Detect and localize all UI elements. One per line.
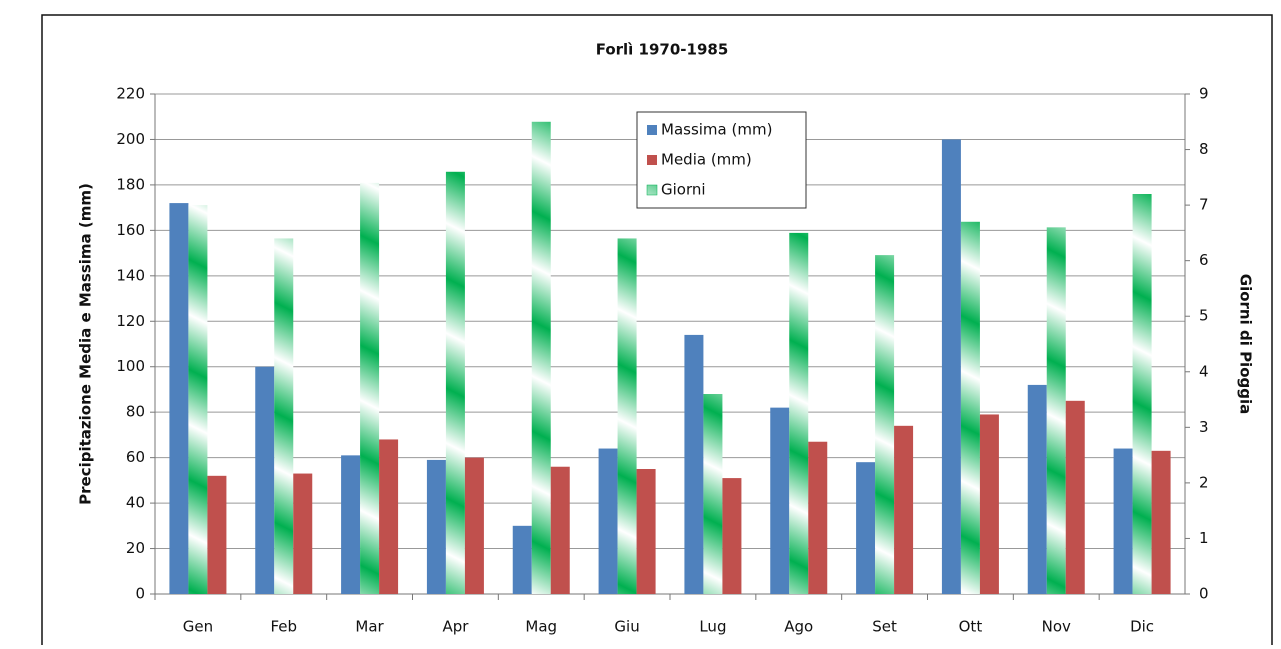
y2-tick-label: 2: [1199, 473, 1209, 491]
bar: [875, 255, 895, 594]
bar: [789, 232, 809, 594]
legend-box: [636, 111, 807, 209]
bar: [1046, 227, 1066, 595]
y2-tick-label: 7: [1199, 196, 1209, 214]
bar: [293, 473, 313, 594]
bar: [512, 525, 532, 594]
bar: [379, 439, 399, 594]
chart-title: Forlì 1970-1985: [596, 41, 729, 59]
bar: [255, 366, 275, 594]
y-tick-label: 220: [116, 85, 145, 103]
y-axis-label: Precipitazione Media e Massima (mm): [77, 183, 95, 505]
bar: [464, 457, 484, 594]
bar: [1132, 194, 1152, 594]
bar: [703, 394, 723, 594]
bar: [598, 448, 618, 594]
y2-axis-label: Giorni di Pioggia: [1237, 274, 1255, 414]
y2-tick-label: 4: [1199, 362, 1209, 380]
x-tick-label: Gen: [183, 618, 213, 636]
bar: [617, 238, 637, 594]
y-tick-label: 200: [116, 130, 145, 148]
y2-tick-label: 6: [1199, 251, 1209, 269]
bar: [856, 462, 876, 594]
bar: [1151, 450, 1171, 594]
y-tick-label: 20: [126, 539, 145, 557]
y-tick-label: 0: [135, 585, 145, 603]
x-tick-label: Set: [872, 618, 897, 636]
x-tick-label: Nov: [1042, 618, 1071, 636]
chart-frame: [41, 14, 1273, 649]
y-tick-label: 80: [126, 403, 145, 421]
y-tick-label: 140: [116, 266, 145, 284]
bar: [1113, 448, 1133, 594]
y-tick-label: 60: [126, 448, 145, 466]
x-tick-label: Lug: [699, 618, 726, 636]
bar: [722, 478, 742, 594]
bar: [188, 205, 208, 594]
legend-swatch: [647, 125, 657, 135]
bar: [770, 407, 790, 594]
bar: [979, 414, 999, 594]
bar: [1065, 400, 1085, 594]
bar: [894, 425, 914, 594]
bar: [426, 459, 446, 594]
x-tick-label: Mag: [525, 618, 557, 636]
x-tick-label: Ago: [784, 618, 813, 636]
bar: [941, 139, 961, 595]
bar: [341, 455, 361, 594]
y-tick-label: 40: [126, 494, 145, 512]
bar: [207, 475, 227, 594]
bar: [1027, 384, 1047, 594]
x-tick-label: Apr: [442, 618, 469, 636]
x-tick-label: Dic: [1130, 618, 1154, 636]
bar: [808, 441, 828, 594]
y2-tick-label: 0: [1199, 585, 1209, 603]
y2-tick-label: 3: [1199, 418, 1209, 436]
y2-tick-label: 1: [1199, 529, 1209, 547]
bar: [445, 171, 465, 594]
bar: [531, 121, 551, 595]
y2-tick-label: 9: [1199, 85, 1209, 103]
x-tick-label: Feb: [270, 618, 297, 636]
x-tick-label: Giu: [614, 618, 639, 636]
y2-tick-label: 5: [1199, 307, 1209, 325]
legend-label: Giorni: [661, 181, 706, 199]
bar: [550, 466, 570, 594]
bar: [169, 203, 189, 594]
bar: [684, 334, 704, 594]
bar: [274, 238, 294, 594]
legend-swatch: [646, 184, 658, 196]
y-tick-label: 180: [116, 175, 145, 193]
y2-tick-label: 8: [1199, 140, 1209, 158]
bar: [360, 182, 380, 594]
x-tick-label: Mar: [355, 618, 384, 636]
bar: [960, 221, 980, 594]
y-tick-label: 120: [116, 312, 145, 330]
y-tick-label: 160: [116, 221, 145, 239]
legend-label: Massima (mm): [661, 121, 772, 139]
legend-label: Media (mm): [661, 151, 752, 169]
y-tick-label: 100: [116, 357, 145, 375]
legend-swatch: [647, 155, 657, 165]
bar: [636, 469, 656, 594]
x-tick-label: Ott: [959, 618, 983, 636]
